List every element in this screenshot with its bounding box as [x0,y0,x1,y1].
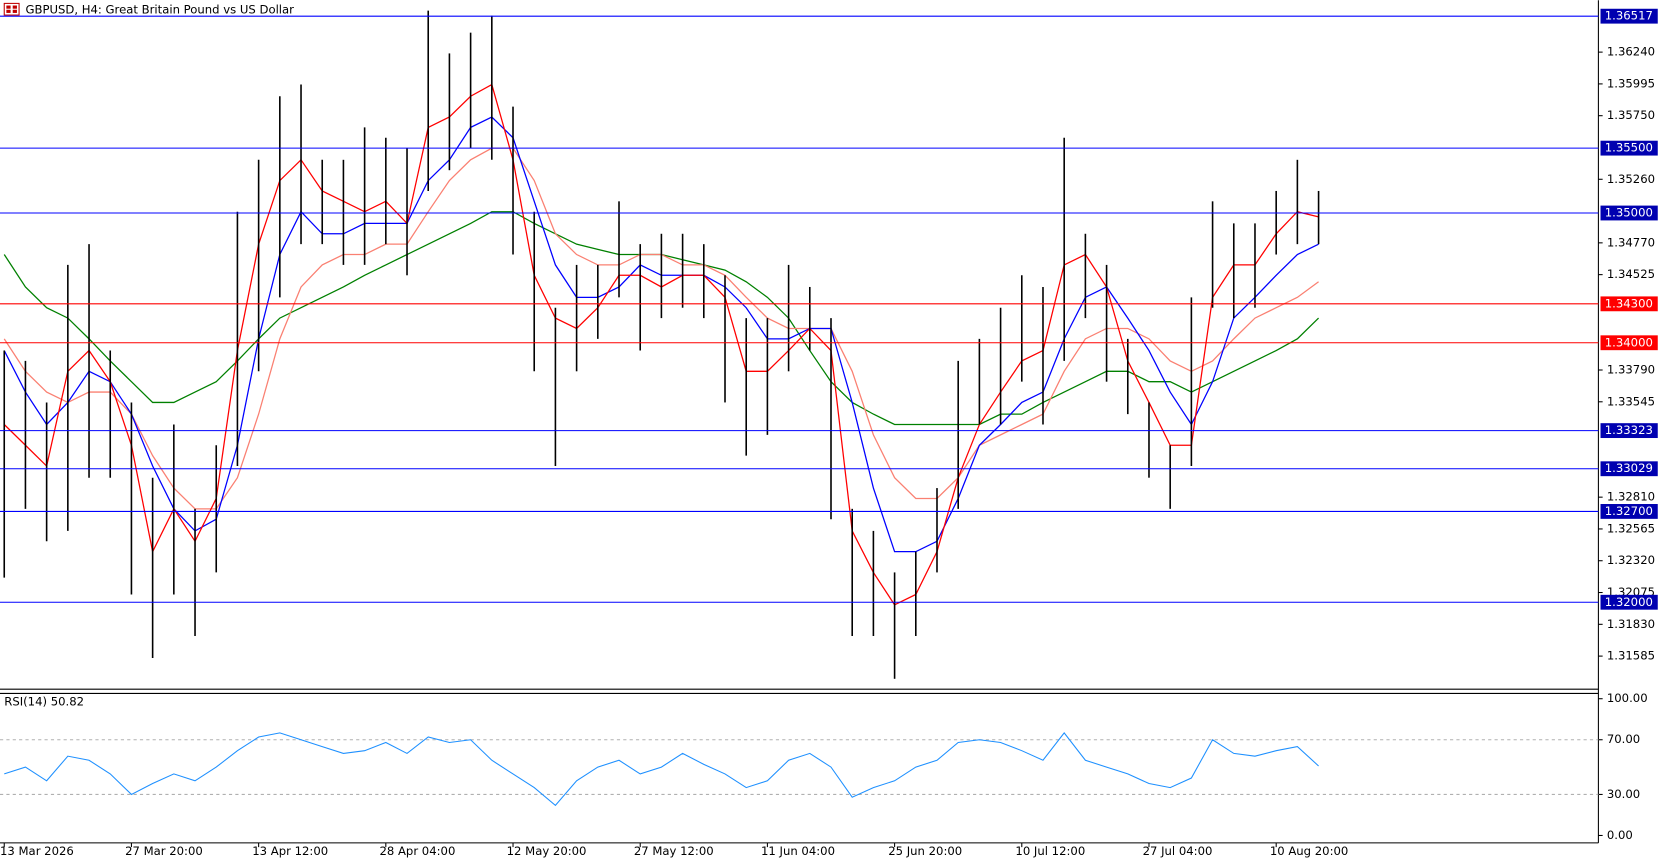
x-tick-label: 13 Mar 2026 [0,844,74,858]
y-tick-label: 1.34770 [1607,235,1655,249]
x-tick-label: 25 Jun 20:00 [888,844,962,858]
y-tick-label: 1.32565 [1607,521,1655,535]
y-tick-label: 1.32810 [1607,490,1655,504]
level-label-box [1600,335,1658,351]
y-tick-label: 30.00 [1607,787,1640,801]
level-label: 1.36517 [1605,9,1653,23]
x-tick-label: 27 May 12:00 [634,844,714,858]
level-label: 1.34300 [1605,296,1653,310]
rsi-line [4,732,1319,807]
x-tick-label: 11 Jun 04:00 [761,844,835,858]
x-tick-label: 27 Mar 20:00 [125,844,203,858]
level-label: 1.33323 [1605,423,1653,437]
level-label: 1.34000 [1605,335,1653,349]
level-label: 1.35000 [1605,206,1653,220]
y-tick-label: 1.35260 [1607,172,1655,186]
level-label-box [1600,461,1658,477]
level-label: 1.35500 [1605,141,1653,155]
y-tick-label: 1.35995 [1607,76,1655,90]
x-tick-label: 12 May 20:00 [507,844,587,858]
symbol-icon [3,2,20,16]
x-tick-label: 13 Apr 12:00 [252,844,328,858]
y-tick-label: 1.33790 [1607,363,1655,377]
level-label-box [1600,504,1658,519]
y-tick-label: 1.36240 [1607,45,1655,59]
level-label: 1.32700 [1605,504,1653,518]
y-tick-label: 1.35750 [1607,108,1655,122]
level-label-box [1600,423,1658,439]
y-tick-label: 1.33545 [1607,394,1655,408]
x-tick-label: 10 Jul 12:00 [1015,844,1085,858]
x-tick-label: 27 Jul 04:00 [1143,844,1213,858]
level-label-box [1600,296,1658,312]
y-tick-label: 1.31830 [1607,617,1655,631]
y-tick-label: 1.34525 [1607,267,1655,281]
y-tick-label: 0.00 [1607,828,1633,842]
rsi-title: RSI(14) 50.82 [4,694,84,708]
x-tick-label: 28 Apr 04:00 [379,844,455,858]
y-tick-label: 1.31585 [1607,649,1655,663]
x-tick-label: 10 Aug 20:00 [1270,844,1349,858]
y-tick-label: 1.32320 [1607,553,1655,567]
level-label-box [1600,594,1658,610]
level-label-box [1600,140,1658,156]
level-label: 1.33029 [1605,461,1653,475]
level-label-box [1600,8,1658,24]
y-tick-label: 70.00 [1607,732,1640,746]
y-tick-label: 100.00 [1607,691,1648,705]
level-label: 1.32000 [1605,595,1653,609]
chart-title: GBPUSD, H4: Great Britain Pound vs US Do… [25,2,294,16]
level-label-box [1600,205,1658,221]
